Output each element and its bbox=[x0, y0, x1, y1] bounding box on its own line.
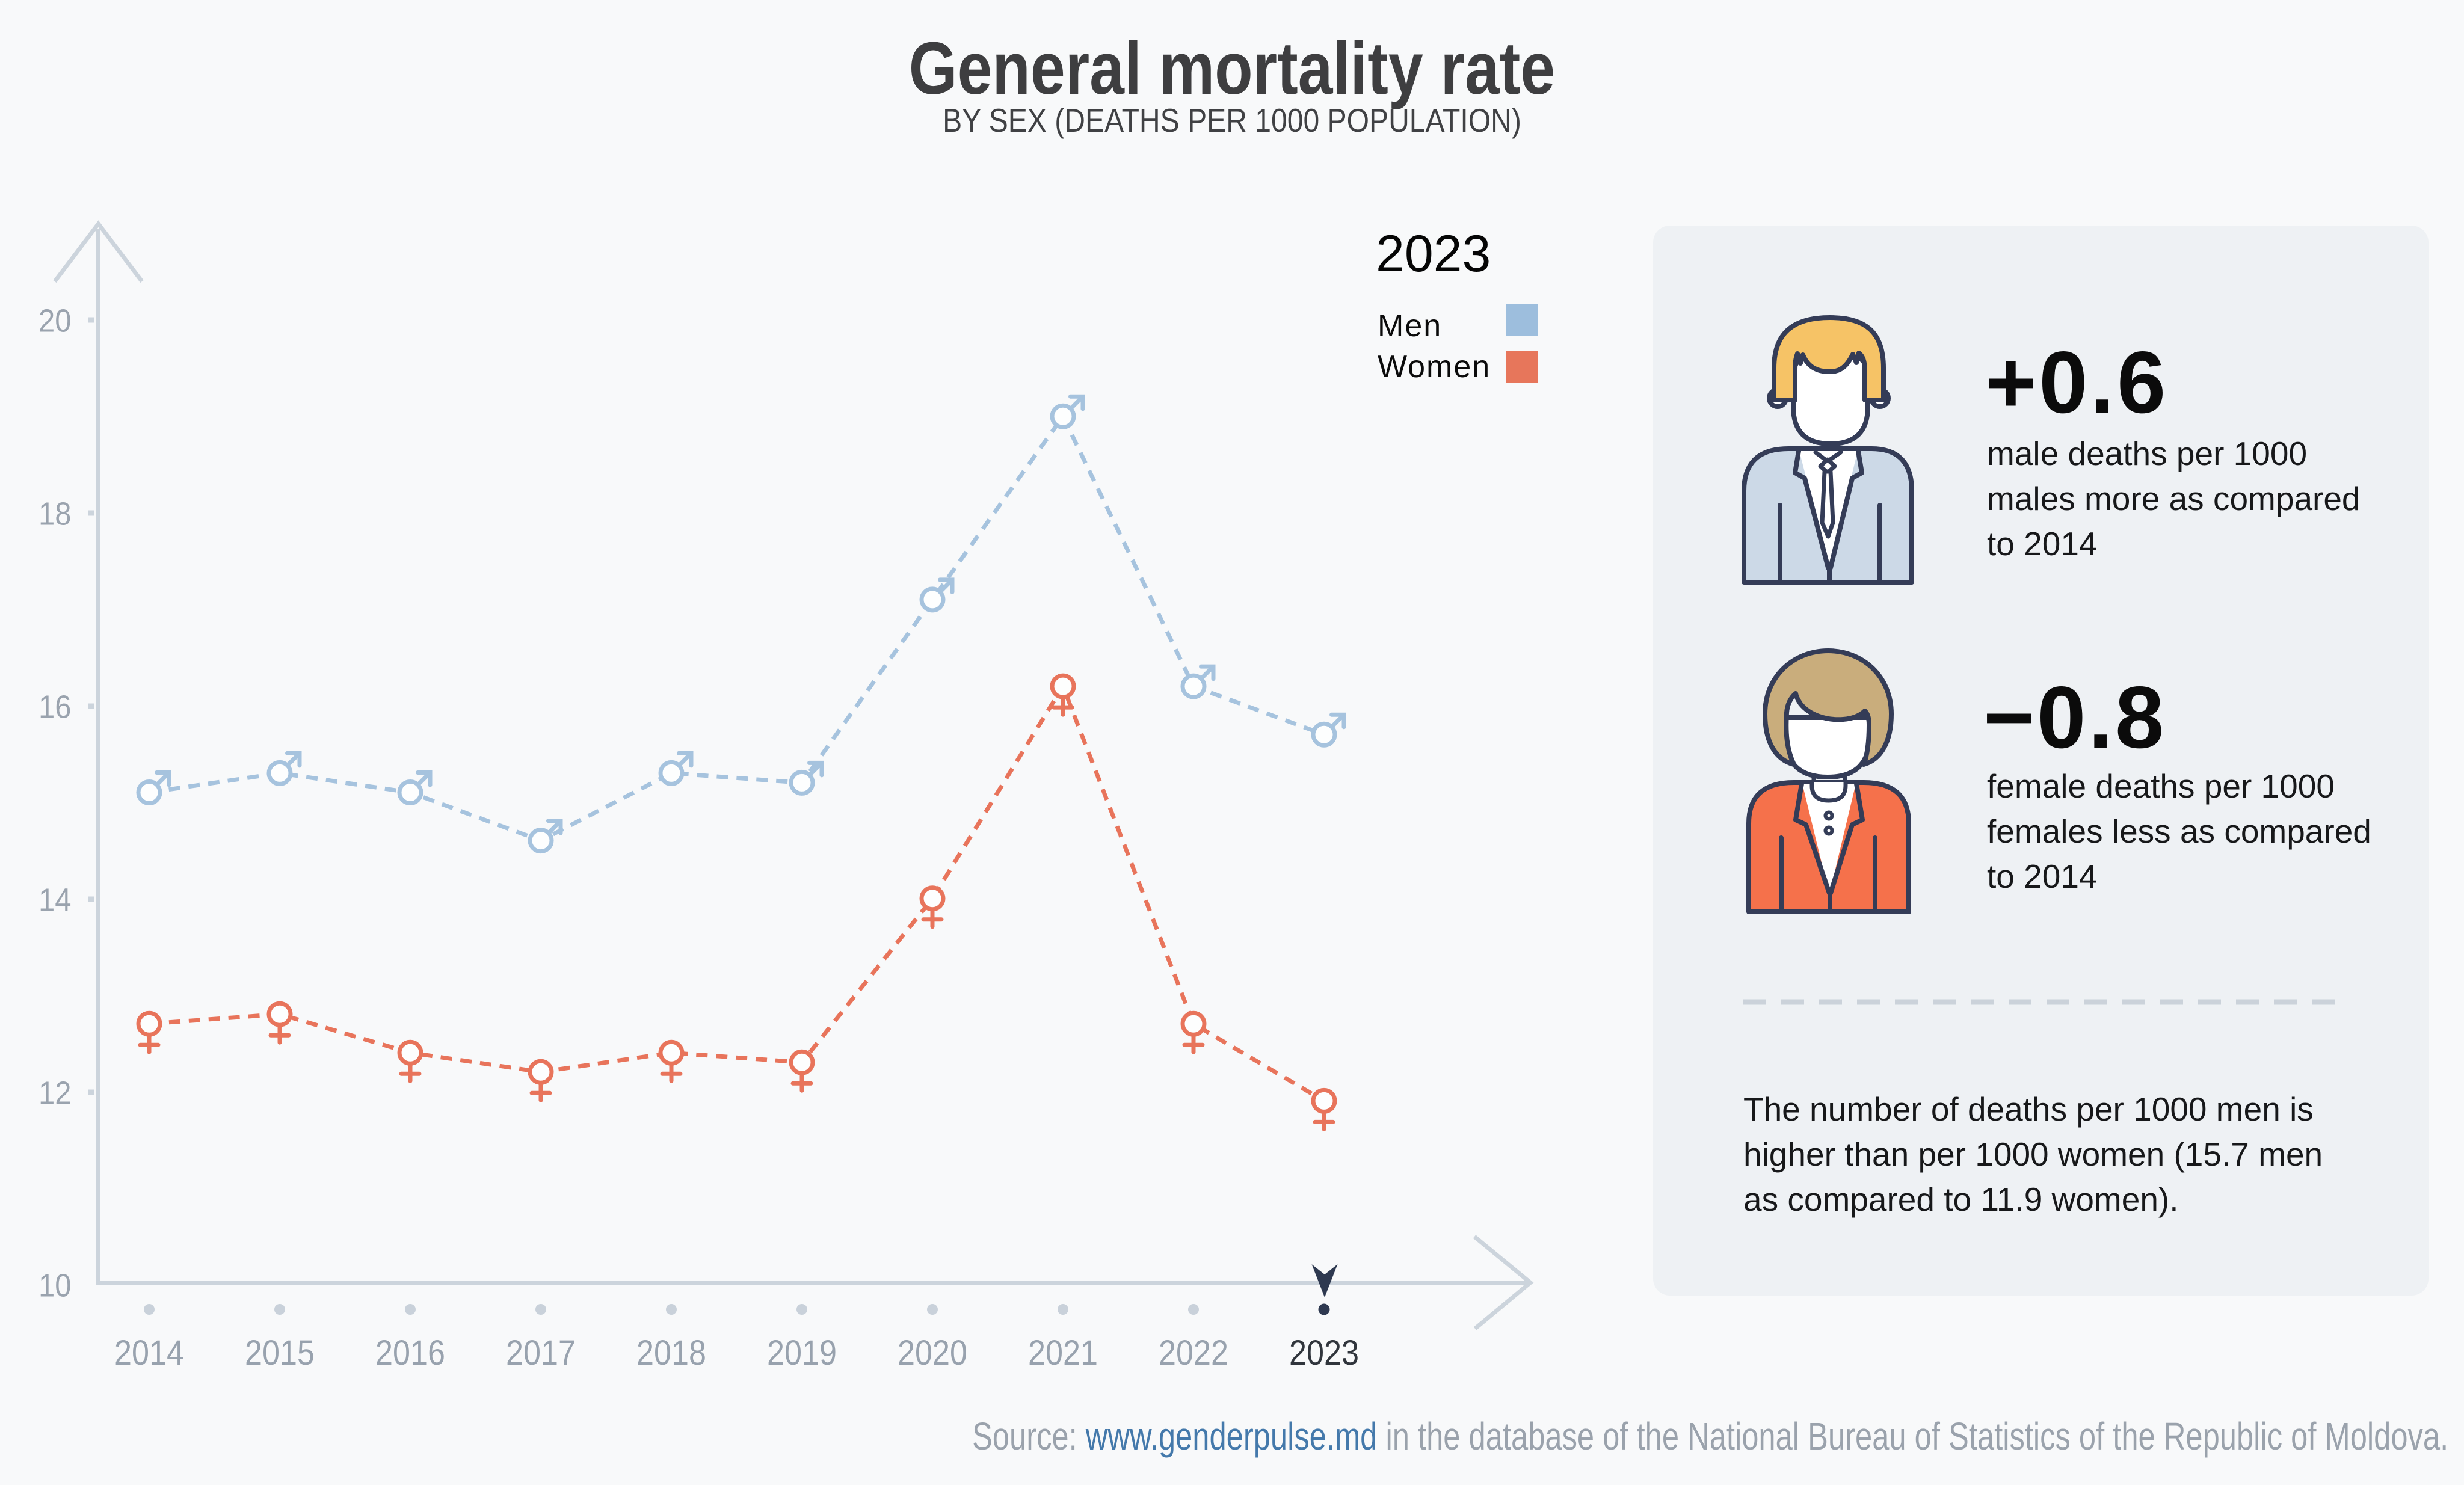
svg-text:10: 10 bbox=[38, 1268, 72, 1304]
svg-text:2016: 2016 bbox=[375, 1333, 445, 1373]
svg-text:2023: 2023 bbox=[1289, 1333, 1359, 1373]
svg-text:2014: 2014 bbox=[114, 1333, 184, 1373]
svg-text:12: 12 bbox=[38, 1075, 72, 1111]
svg-text:2015: 2015 bbox=[245, 1333, 315, 1373]
svg-text:2017: 2017 bbox=[506, 1333, 576, 1373]
svg-text:2021: 2021 bbox=[1028, 1333, 1098, 1373]
svg-text:20: 20 bbox=[38, 303, 72, 339]
svg-text:2020: 2020 bbox=[898, 1333, 967, 1373]
svg-text:2019: 2019 bbox=[767, 1333, 837, 1373]
svg-text:18: 18 bbox=[38, 496, 72, 532]
svg-text:16: 16 bbox=[38, 689, 72, 725]
svg-text:14: 14 bbox=[38, 882, 72, 918]
svg-text:2022: 2022 bbox=[1159, 1333, 1228, 1373]
svg-text:2018: 2018 bbox=[636, 1333, 706, 1373]
